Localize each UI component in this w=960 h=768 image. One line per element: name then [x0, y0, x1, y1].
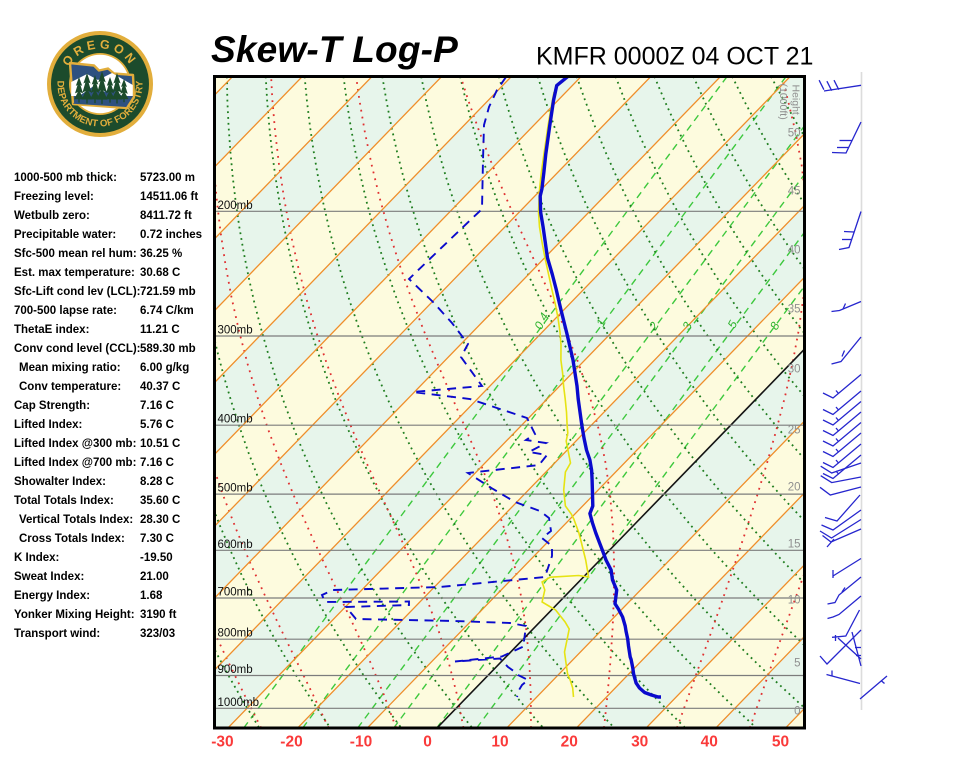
svg-text:28.30 C: 28.30 C — [140, 514, 180, 526]
svg-text:Lifted Index @700 mb:: Lifted Index @700 mb: — [14, 457, 136, 469]
svg-text:11.21 C: 11.21 C — [140, 324, 180, 336]
svg-text:5.76 C: 5.76 C — [140, 419, 174, 431]
svg-text:8.28 C: 8.28 C — [140, 476, 174, 488]
svg-text:1.68: 1.68 — [140, 590, 163, 602]
svg-text:5: 5 — [794, 658, 800, 670]
svg-text:10: 10 — [788, 595, 801, 607]
svg-text:Yonker Mixing Height:: Yonker Mixing Height: — [14, 609, 135, 621]
svg-text:K Index:: K Index: — [14, 552, 59, 564]
svg-text:10.51 C: 10.51 C — [140, 438, 180, 450]
svg-text:5723.00 m: 5723.00 m — [140, 172, 195, 184]
svg-text:35.60 C: 35.60 C — [140, 495, 180, 507]
svg-text:10: 10 — [491, 734, 508, 751]
svg-text:6.74 C/km: 6.74 C/km — [140, 305, 194, 317]
svg-text:20: 20 — [788, 482, 801, 494]
svg-text:800mb: 800mb — [218, 628, 253, 640]
svg-text:Mean mixing ratio:: Mean mixing ratio: — [19, 362, 121, 374]
svg-text:900mb: 900mb — [218, 664, 253, 676]
svg-text:323/03: 323/03 — [140, 628, 175, 640]
svg-text:50: 50 — [772, 734, 789, 751]
svg-text:40.37 C: 40.37 C — [140, 381, 180, 393]
svg-text:36.25 %: 36.25 % — [140, 248, 182, 260]
svg-text:40: 40 — [788, 245, 801, 257]
svg-text:21.00: 21.00 — [140, 571, 169, 583]
svg-text:30.68 C: 30.68 C — [140, 267, 180, 279]
svg-text:Vertical Totals Index:: Vertical Totals Index: — [19, 514, 133, 526]
svg-text:7.16 C: 7.16 C — [140, 400, 174, 412]
svg-text:721.59 mb: 721.59 mb — [140, 286, 196, 298]
svg-text:7.30 C: 7.30 C — [140, 533, 174, 545]
svg-text:1000mb: 1000mb — [218, 697, 260, 709]
svg-text:200mb: 200mb — [218, 200, 253, 212]
svg-text:500mb: 500mb — [218, 483, 253, 495]
svg-text:Height: Height — [790, 85, 802, 115]
svg-text:35: 35 — [788, 304, 801, 316]
svg-text:40: 40 — [701, 734, 718, 751]
svg-text:(1000ft): (1000ft) — [777, 84, 789, 120]
svg-text:Showalter Index:: Showalter Index: — [14, 476, 106, 488]
svg-text:0: 0 — [794, 706, 800, 718]
svg-text:Cross Totals Index:: Cross Totals Index: — [19, 533, 125, 545]
svg-text:Lifted Index @300 mb:: Lifted Index @300 mb: — [14, 438, 136, 450]
svg-text:600mb: 600mb — [218, 539, 253, 551]
svg-text:Energy Index:: Energy Index: — [14, 590, 90, 602]
svg-text:ThetaE index:: ThetaE index: — [14, 324, 89, 336]
svg-text:-10: -10 — [350, 734, 372, 751]
svg-text:7.16 C: 7.16 C — [140, 457, 174, 469]
svg-text:-19.50: -19.50 — [140, 552, 173, 564]
svg-text:700mb: 700mb — [218, 587, 253, 599]
svg-text:Sfc-500 mean rel hum:: Sfc-500 mean rel hum: — [14, 248, 137, 260]
svg-text:Skew-T Log-P: Skew-T Log-P — [211, 29, 458, 70]
svg-text:0.72 inches: 0.72 inches — [140, 229, 202, 241]
svg-text:6.00 g/kg: 6.00 g/kg — [140, 362, 189, 374]
svg-text:30: 30 — [631, 734, 648, 751]
svg-text:8411.72 ft: 8411.72 ft — [140, 210, 192, 222]
svg-text:Lifted Index:: Lifted Index: — [14, 419, 82, 431]
svg-text:50: 50 — [788, 128, 801, 140]
svg-text:3190 ft: 3190 ft — [140, 609, 177, 621]
svg-text:KMFR 0000Z 04 OCT 21: KMFR 0000Z 04 OCT 21 — [536, 43, 813, 71]
svg-text:Total Totals Index:: Total Totals Index: — [14, 495, 114, 507]
svg-text:Sfc-Lift cond lev (LCL):: Sfc-Lift cond lev (LCL): — [14, 286, 141, 298]
svg-text:400mb: 400mb — [218, 414, 253, 426]
svg-text:1000-500 mb thick:: 1000-500 mb thick: — [14, 172, 117, 184]
svg-text:Sweat Index:: Sweat Index: — [14, 571, 84, 583]
svg-text:Wetbulb zero:: Wetbulb zero: — [14, 210, 90, 222]
svg-text:-20: -20 — [280, 734, 302, 751]
svg-text:Est. max temperature:: Est. max temperature: — [14, 267, 135, 279]
svg-text:Transport wind:: Transport wind: — [14, 628, 100, 640]
svg-text:Freezing level:: Freezing level: — [14, 191, 94, 203]
svg-text:Conv temperature:: Conv temperature: — [19, 381, 121, 393]
svg-text:700-500 lapse rate:: 700-500 lapse rate: — [14, 305, 117, 317]
svg-text:-30: -30 — [211, 734, 233, 751]
svg-text:30: 30 — [788, 364, 801, 376]
svg-text:589.30 mb: 589.30 mb — [140, 343, 196, 355]
svg-text:Precipitable water:: Precipitable water: — [14, 229, 116, 241]
svg-text:25: 25 — [788, 425, 801, 437]
svg-text:Conv cond level (CCL):: Conv cond level (CCL): — [14, 343, 141, 355]
svg-text:Cap Strength:: Cap Strength: — [14, 400, 90, 412]
svg-text:14511.06 ft: 14511.06 ft — [140, 191, 198, 203]
svg-text:0: 0 — [423, 734, 432, 751]
svg-text:20: 20 — [561, 734, 578, 751]
svg-text:15: 15 — [788, 539, 801, 551]
svg-text:45: 45 — [788, 186, 801, 198]
svg-text:300mb: 300mb — [218, 325, 253, 337]
